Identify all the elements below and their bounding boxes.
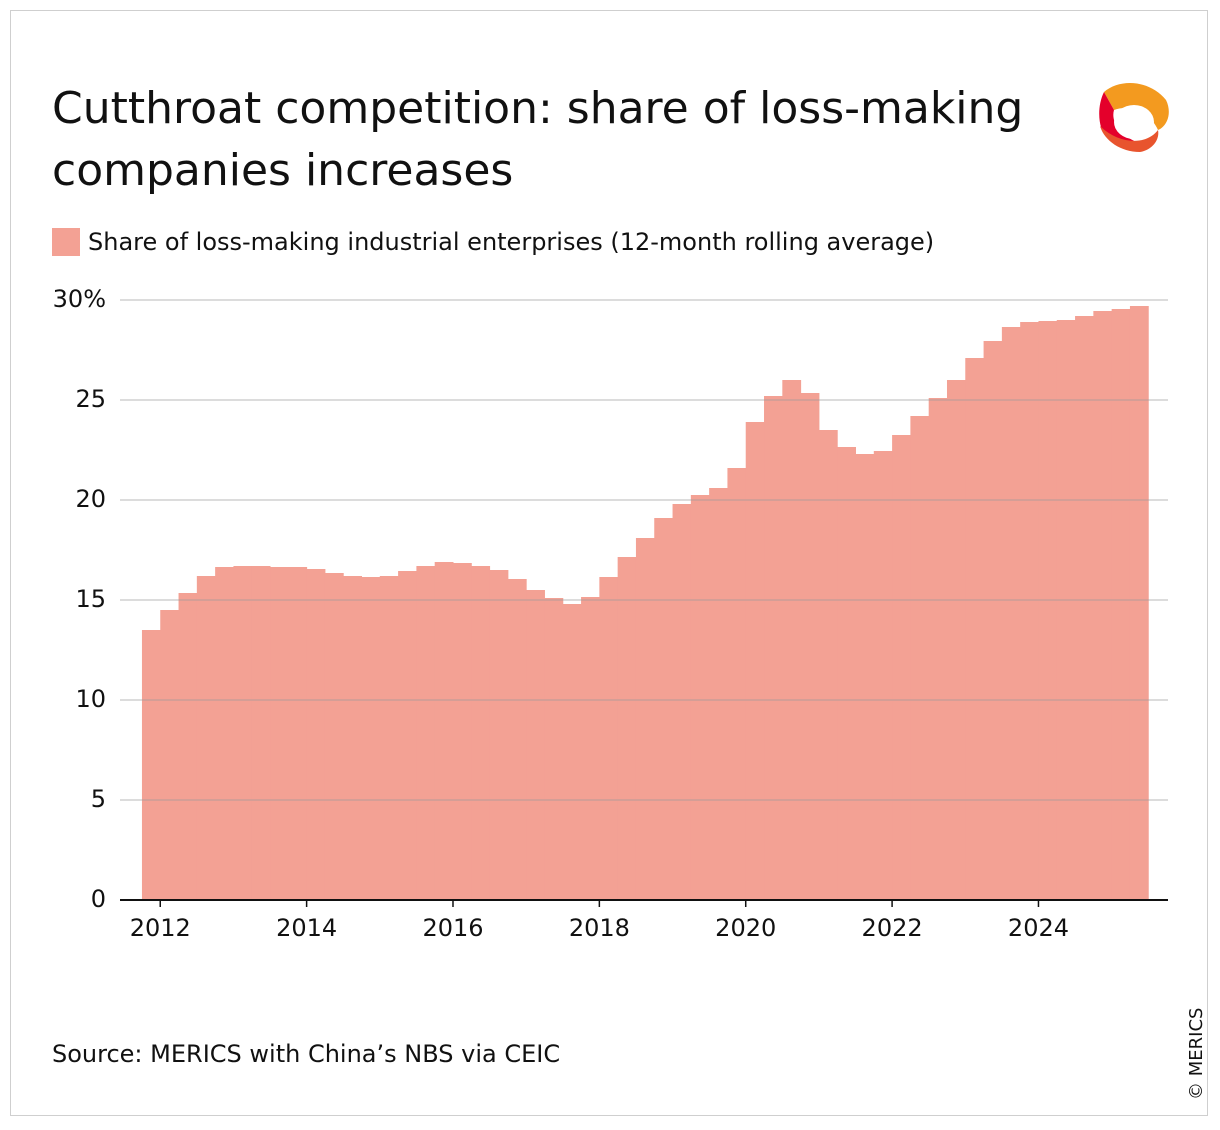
legend: Share of loss-making industrial enterpri… (52, 228, 934, 256)
step-bar (160, 610, 180, 900)
step-bar (599, 577, 619, 900)
step-bar (745, 422, 765, 900)
step-bar (1111, 309, 1131, 900)
x-tick-label: 2014 (276, 914, 337, 942)
step-bar (892, 435, 911, 900)
x-tick-label: 2018 (569, 914, 630, 942)
step-bar (1129, 306, 1149, 900)
step-bar (178, 593, 198, 900)
chart-title: Cutthroat competition: share of loss-mak… (52, 83, 1024, 196)
step-bar (672, 504, 692, 900)
step-bar (270, 567, 289, 900)
step-bar (379, 576, 399, 900)
frame (10, 10, 1208, 1116)
x-tick-label: 2020 (715, 914, 776, 942)
legend-label: Share of loss-making industrial enterpri… (88, 228, 935, 256)
y-tick-label: 15 (75, 585, 106, 613)
step-bar (196, 576, 216, 900)
source: Source: MERICS with China’s NBS via CEIC (52, 1040, 561, 1068)
step-bar (928, 398, 948, 900)
step-bar (489, 570, 509, 900)
step-bar (635, 538, 655, 900)
y-tick-label: 0 (91, 885, 106, 913)
step-bar (288, 567, 308, 900)
step-bar (1056, 320, 1076, 900)
step-bar (1093, 311, 1113, 900)
step-bar (562, 604, 582, 900)
logo (1099, 82, 1169, 152)
step-bar (416, 566, 436, 900)
step-bar (434, 562, 454, 900)
step-bar (471, 566, 491, 900)
step-bar (764, 396, 783, 900)
step-bar (251, 566, 271, 900)
y-tick-label: 25 (75, 385, 106, 413)
step-bar (1020, 322, 1039, 900)
step-bar (727, 468, 747, 900)
step-bar (1075, 316, 1094, 900)
step-bar (233, 566, 253, 900)
step-bar (1001, 327, 1021, 900)
legend-swatch (52, 228, 80, 256)
step-bar (910, 416, 930, 900)
step-bar (544, 598, 564, 900)
step-bar (343, 576, 363, 900)
y-tick-label: 10 (75, 685, 106, 713)
step-bar (873, 451, 893, 900)
y-tick-label: 30% (53, 285, 106, 313)
step-bar (361, 577, 381, 900)
x-tick-label: 2022 (862, 914, 923, 942)
step-bar (581, 597, 600, 900)
step-bar (526, 590, 545, 900)
step-bar (654, 518, 674, 900)
y-tick-label: 5 (91, 785, 106, 813)
step-bar (398, 571, 417, 900)
step-bar (837, 447, 857, 900)
step-bar (818, 430, 838, 900)
step-bar (983, 341, 1003, 900)
step-bar (965, 358, 985, 900)
step-bar (215, 567, 234, 900)
y-tick-label: 20 (75, 485, 106, 513)
step-bar (690, 495, 710, 900)
step-bar (782, 380, 802, 900)
step-bar (141, 630, 161, 900)
step-bar (507, 579, 527, 900)
step-bar (1038, 321, 1058, 900)
step-bar (709, 488, 728, 900)
x-tick-label: 2016 (422, 914, 483, 942)
step-bar (617, 557, 637, 900)
step-bar (324, 573, 344, 900)
step-bar (452, 563, 472, 900)
step-bar (800, 393, 820, 900)
step-bar (946, 380, 966, 900)
x-tick-label: 2012 (130, 914, 191, 942)
step-bar (855, 454, 875, 900)
step-bar (306, 569, 326, 900)
x-tick-label: 2024 (1008, 914, 1069, 942)
